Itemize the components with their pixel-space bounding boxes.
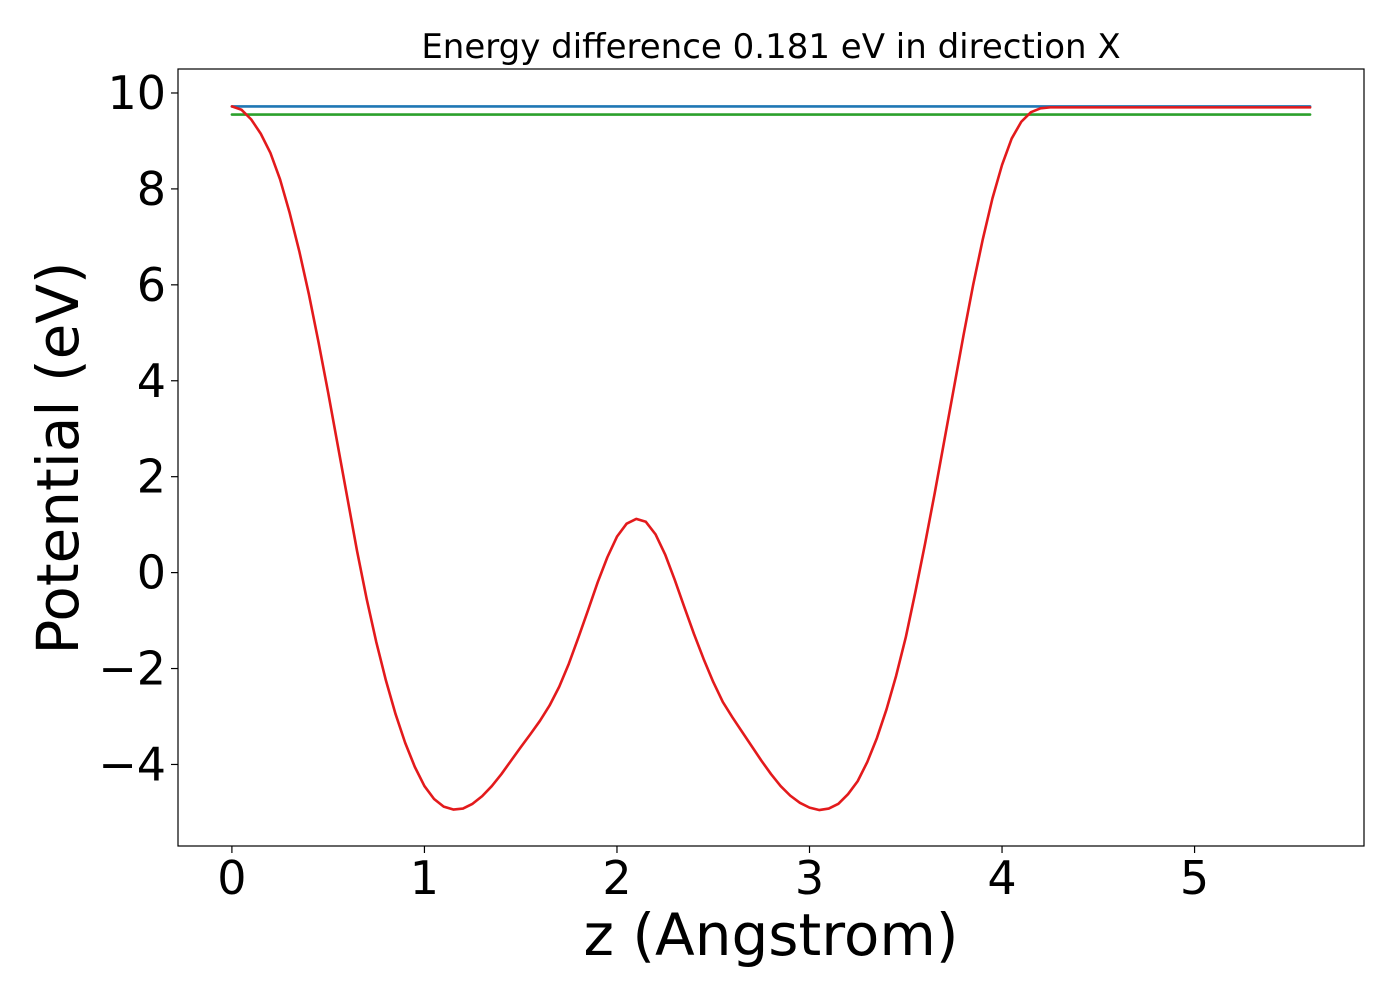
plot-area: 0 1 2 3 4 5 −4 −2 0 2 4 6 8 10: [98, 66, 1365, 905]
x-axis-label: z (Angstrom): [584, 901, 959, 969]
y-tick-label: 6: [137, 258, 166, 312]
series-line-2: [230, 105, 1312, 812]
y-tick-label: 2: [137, 450, 166, 504]
y-axis-label: Potential (eV): [24, 261, 92, 654]
chart-title: Energy difference 0.181 eV in direction …: [421, 27, 1120, 67]
y-tick-label: −4: [98, 737, 166, 791]
x-tick-label: 1: [410, 851, 439, 905]
y-tick-label: 8: [137, 162, 166, 216]
y-tick-label: 10: [107, 66, 166, 120]
x-tick-label: 3: [795, 851, 824, 905]
series-group: [230, 105, 1312, 812]
x-tick-label: 2: [602, 851, 631, 905]
x-tick-label: 0: [217, 851, 246, 905]
y-tick-label: 0: [137, 546, 166, 600]
x-tick-label: 5: [1180, 851, 1209, 905]
x-tick-label: 4: [987, 851, 1016, 905]
y-tick-label: 4: [137, 354, 166, 408]
y-tick-label: −2: [98, 642, 166, 696]
axes-frame: [177, 68, 1365, 847]
